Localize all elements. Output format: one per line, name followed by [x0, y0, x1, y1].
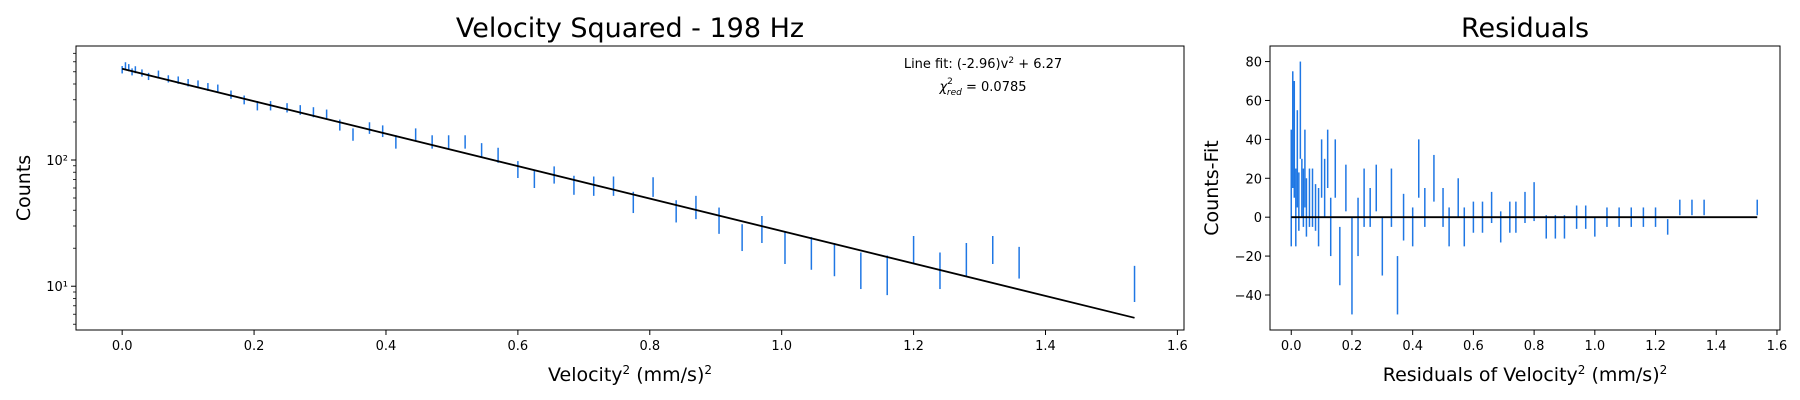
right-y-tick-label: 80 [1245, 56, 1262, 71]
right-x-axis-label: Residuals of Velocity2 (mm/s)2 [1383, 363, 1668, 386]
left-x-tick-label: 0.2 [244, 339, 265, 354]
counts-vs-velocity-squared-panel: Velocity Squared - 198 Hz 0.0 0.2 0.4 0.6 0.… [13, 13, 1188, 386]
left-x-tick-label: 0.8 [639, 339, 660, 354]
left-x-tick-label: 0.4 [376, 339, 397, 354]
right-data-layer [1290, 61, 1758, 315]
right-x-tick-label: 0.0 [1281, 339, 1302, 354]
right-plot-frame [1269, 45, 1781, 331]
left-y-axis-label: Counts [13, 155, 35, 221]
right-x-tick-label: 0.4 [1402, 339, 1423, 354]
left-y-tick-label: 10² [46, 154, 68, 169]
right-x-ticks: 0.0 0.2 0.4 0.6 0.8 1.0 1.2 1.4 1.6 [1281, 330, 1787, 354]
left-y-tick-label: 10¹ [46, 280, 68, 295]
left-chart-title: Velocity Squared - 198 Hz [456, 13, 804, 44]
right-y-tick-label: 40 [1245, 133, 1262, 148]
right-x-tick-label: 1.2 [1645, 339, 1666, 354]
fit-equation-annotation: Line fit: (-2.96)v2 + 6.27 [904, 56, 1062, 72]
left-x-tick-label: 0.0 [112, 339, 133, 354]
right-x-tick-label: 1.6 [1767, 339, 1788, 354]
left-x-tick-label: 1.6 [1167, 339, 1188, 354]
right-y-tick-label: −40 [1235, 289, 1262, 304]
left-x-tick-label: 0.6 [508, 339, 529, 354]
right-y-tick-label: 60 [1245, 94, 1262, 109]
residuals-panel: Residuals 0.0 0.2 0.4 0.6 0.8 1.0 1.2 1.4 1.6 −4… [1201, 13, 1787, 386]
reduced-chi-squared-annotation: χ2 red = 0.0785 [938, 77, 1026, 98]
right-chart-title: Residuals [1461, 13, 1589, 44]
right-y-ticks: −40 −20 0 20 40 60 80 [1235, 56, 1270, 304]
right-y-tick-label: 0 [1254, 211, 1262, 226]
right-x-tick-label: 1.0 [1584, 339, 1605, 354]
right-x-tick-label: 0.2 [1342, 339, 1363, 354]
left-x-axis-label: Velocity2 (mm/s)2 [548, 363, 712, 386]
left-x-tick-label: 1.2 [903, 339, 924, 354]
right-x-tick-label: 0.6 [1463, 339, 1484, 354]
left-y-ticks: 10¹ 10² [46, 52, 76, 325]
right-y-tick-label: −20 [1235, 250, 1262, 265]
right-x-tick-label: 0.8 [1524, 339, 1545, 354]
left-data-layer [121, 62, 1136, 319]
left-fit-line [121, 67, 1135, 319]
right-y-tick-label: 20 [1245, 172, 1262, 187]
right-y-axis-label: Counts-Fit [1201, 140, 1223, 235]
left-x-ticks: 0.0 0.2 0.4 0.6 0.8 1.0 1.2 1.4 1.6 [112, 330, 1188, 354]
left-x-tick-label: 1.0 [771, 339, 792, 354]
left-x-tick-label: 1.4 [1035, 339, 1056, 354]
right-x-tick-label: 1.4 [1706, 339, 1727, 354]
